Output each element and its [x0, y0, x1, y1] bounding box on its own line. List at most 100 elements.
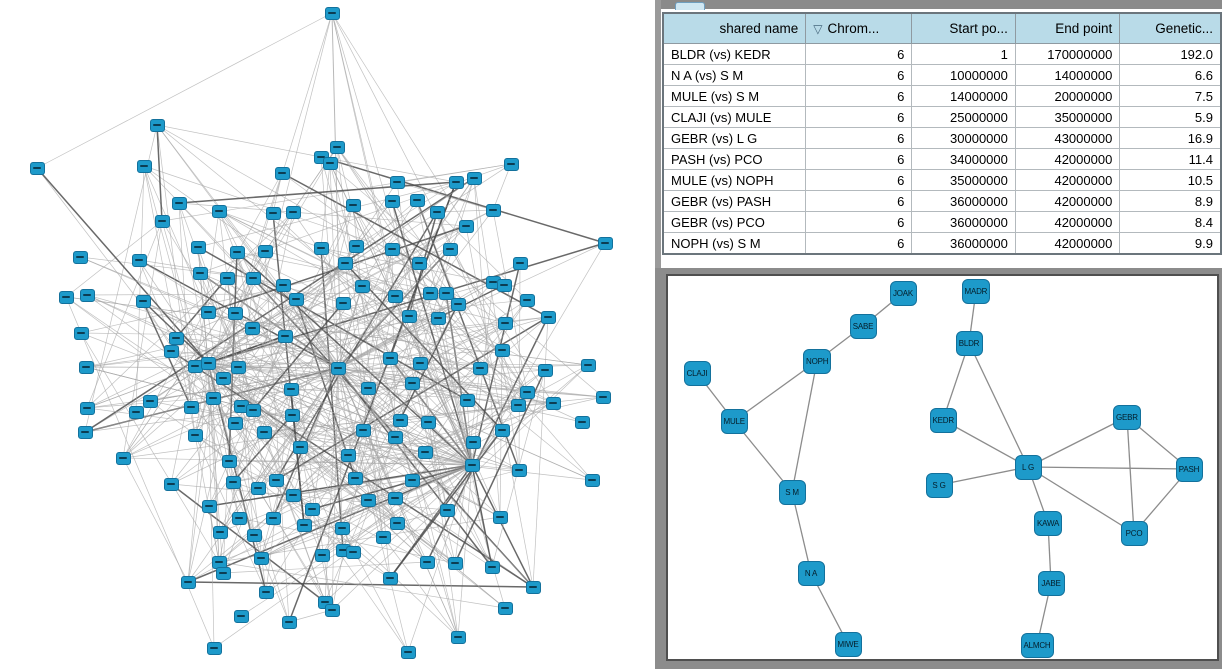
network-node[interactable]: [183, 400, 199, 414]
network-node[interactable]: [206, 641, 222, 655]
network-node[interactable]: [313, 241, 329, 255]
network-node[interactable]: [330, 361, 346, 375]
network-node[interactable]: [472, 361, 488, 375]
network-node[interactable]: [314, 548, 330, 562]
network-node[interactable]: [212, 525, 228, 539]
network-node[interactable]: [382, 351, 398, 365]
network-node[interactable]: [245, 403, 261, 417]
network-node[interactable]: [537, 363, 553, 377]
network-node[interactable]: [231, 511, 247, 525]
network-node[interactable]: [525, 580, 541, 594]
network-node[interactable]: [545, 396, 561, 410]
subnetwork-node-s-g[interactable]: S G: [925, 472, 953, 498]
network-node[interactable]: [465, 435, 481, 449]
subnetwork-node-bldr[interactable]: BLDR: [955, 330, 983, 356]
subnetwork-node-mule[interactable]: MULE: [720, 408, 748, 434]
network-node[interactable]: [392, 413, 408, 427]
network-node[interactable]: [233, 609, 249, 623]
column-header-shared-name[interactable]: shared name: [662, 12, 807, 44]
subnetwork-node-claji[interactable]: CLAJI: [683, 360, 711, 386]
network-node[interactable]: [442, 242, 458, 256]
network-node[interactable]: [430, 311, 446, 325]
network-node[interactable]: [595, 390, 611, 404]
network-node[interactable]: [450, 630, 466, 644]
network-node[interactable]: [494, 423, 510, 437]
network-node[interactable]: [422, 286, 438, 300]
network-node[interactable]: [29, 161, 45, 175]
network-node[interactable]: [233, 399, 249, 413]
network-node[interactable]: [154, 214, 170, 228]
network-node[interactable]: [277, 329, 293, 343]
network-node[interactable]: [284, 408, 300, 422]
subnetwork-node-jabe[interactable]: JABE: [1037, 570, 1065, 596]
network-node[interactable]: [257, 244, 273, 258]
network-node[interactable]: [115, 451, 131, 465]
network-node[interactable]: [389, 175, 405, 189]
network-node[interactable]: [497, 601, 513, 615]
network-node[interactable]: [219, 271, 235, 285]
network-node[interactable]: [258, 585, 274, 599]
network-node[interactable]: [275, 278, 291, 292]
network-node[interactable]: [337, 256, 353, 270]
network-node[interactable]: [584, 473, 600, 487]
network-node[interactable]: [348, 239, 364, 253]
network-node[interactable]: [142, 394, 158, 408]
network-node[interactable]: [246, 528, 262, 542]
network-node[interactable]: [201, 499, 217, 513]
network-node[interactable]: [334, 521, 350, 535]
network-node[interactable]: [404, 376, 420, 390]
network-node[interactable]: [136, 159, 152, 173]
network-node[interactable]: [79, 401, 95, 415]
table-row[interactable]: MULE (vs) NOPH 6 35000000 42000000 10.5: [662, 169, 1222, 191]
network-node[interactable]: [72, 250, 88, 264]
network-node[interactable]: [135, 294, 151, 308]
network-node[interactable]: [409, 193, 425, 207]
subnetwork-node-kawa[interactable]: KAWA: [1034, 510, 1063, 536]
network-node[interactable]: [163, 477, 179, 491]
network-node[interactable]: [354, 279, 370, 293]
table-tab-fragment[interactable]: [675, 2, 705, 10]
network-node[interactable]: [439, 503, 455, 517]
network-node[interactable]: [512, 256, 528, 270]
network-node[interactable]: [447, 556, 463, 570]
network-node[interactable]: [360, 493, 376, 507]
network-node[interactable]: [519, 385, 535, 399]
network-node[interactable]: [510, 398, 526, 412]
network-node[interactable]: [355, 423, 371, 437]
subnetwork-node-s-m[interactable]: S M: [778, 479, 806, 505]
network-node[interactable]: [304, 502, 320, 516]
network-node[interactable]: [200, 305, 216, 319]
table-row[interactable]: GEBR (vs) PASH 6 36000000 42000000 8.9: [662, 190, 1222, 212]
table-row[interactable]: BLDR (vs) KEDR 6 1 170000000 192.0: [662, 43, 1222, 65]
network-node[interactable]: [485, 203, 501, 217]
network-node[interactable]: [288, 292, 304, 306]
network-node[interactable]: [580, 358, 596, 372]
network-node[interactable]: [420, 415, 436, 429]
network-node[interactable]: [227, 416, 243, 430]
subnetwork-node-gebr[interactable]: GEBR: [1113, 404, 1141, 430]
network-node[interactable]: [389, 516, 405, 530]
table-row[interactable]: GEBR (vs) PCO 6 36000000 42000000 8.4: [662, 211, 1222, 233]
network-node[interactable]: [265, 511, 281, 525]
network-node[interactable]: [205, 391, 221, 405]
network-node[interactable]: [574, 415, 590, 429]
network-node[interactable]: [230, 360, 246, 374]
network-node[interactable]: [296, 518, 312, 532]
network-node[interactable]: [375, 530, 391, 544]
network-node[interactable]: [215, 371, 231, 385]
network-node[interactable]: [58, 290, 74, 304]
network-node[interactable]: [382, 571, 398, 585]
network-node[interactable]: [519, 293, 535, 307]
network-node[interactable]: [131, 253, 147, 267]
filter-icon[interactable]: ▽: [813, 22, 823, 36]
column-header-chromosome[interactable]: ▽ Chrom...: [805, 12, 913, 44]
subnetwork-node-n-a[interactable]: N A: [797, 560, 825, 586]
subnetwork-node-noph[interactable]: NOPH: [803, 348, 832, 374]
network-node[interactable]: [347, 471, 363, 485]
network-node[interactable]: [484, 560, 500, 574]
table-row[interactable]: GEBR (vs) L G 6 30000000 43000000 16.9: [662, 127, 1222, 149]
network-node[interactable]: [171, 196, 187, 210]
network-node[interactable]: [281, 615, 297, 629]
network-node[interactable]: [448, 175, 464, 189]
subnetwork-node-sabe[interactable]: SABE: [849, 313, 877, 339]
